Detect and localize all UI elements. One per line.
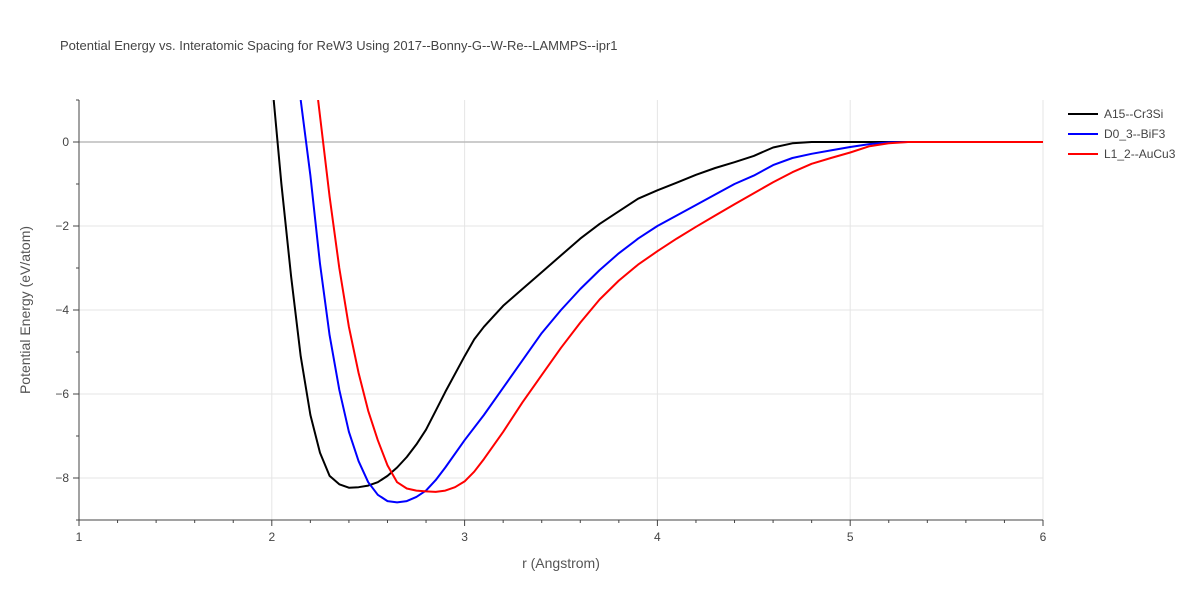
x-tick-label: 1 [76,530,83,544]
y-tick-label: −6 [55,387,69,401]
x-axis-label: r (Angstrom) [522,555,600,571]
x-tick-label: 4 [654,530,661,544]
y-tick-label: −2 [55,219,69,233]
axes: 1 2 3 4 5 6 −8 −6 −4 −2 0 [55,99,1047,544]
series-lines [272,100,1043,504]
y-tick-label: −4 [55,303,69,317]
legend[interactable]: A15--Cr3Si D0_3--BiF3 L1_2--AuCu3 [1068,107,1176,161]
legend-label: D0_3--BiF3 [1104,127,1166,141]
y-tick-label: 0 [62,135,69,149]
series-line-2[interactable] [317,100,1043,493]
legend-item-1[interactable]: D0_3--BiF3 [1068,127,1166,141]
legend-label: L1_2--AuCu3 [1104,147,1176,161]
series-line-1[interactable] [299,100,1043,504]
legend-item-0[interactable]: A15--Cr3Si [1068,107,1163,121]
x-tick-label: 6 [1040,530,1047,544]
x-tick-label: 5 [847,530,854,544]
legend-label: A15--Cr3Si [1104,107,1163,121]
y-axis-label: Potential Energy (eV/atom) [17,226,33,394]
y-tick-label: −8 [55,471,69,485]
chart-title: Potential Energy vs. Interatomic Spacing… [60,38,618,53]
x-tick-label: 2 [268,530,275,544]
x-tick-label: 3 [461,530,468,544]
legend-item-2[interactable]: L1_2--AuCu3 [1068,147,1176,161]
series-line-0[interactable] [272,100,1043,489]
